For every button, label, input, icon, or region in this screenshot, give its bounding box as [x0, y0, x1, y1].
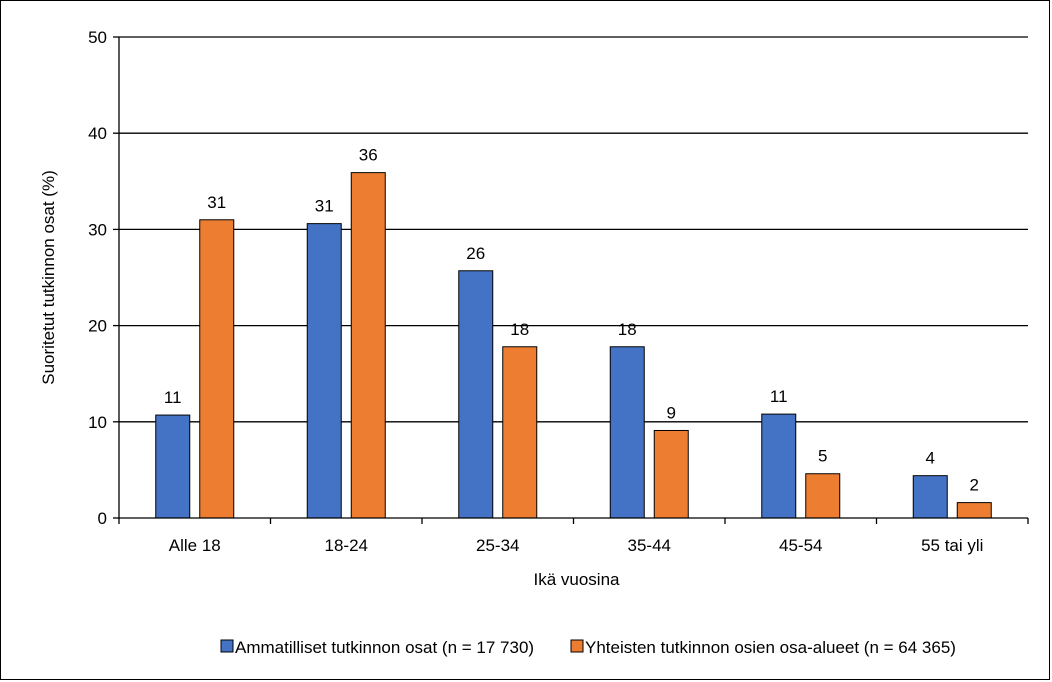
x-tick-label: Alle 18	[169, 536, 221, 555]
x-tick-label: 45-54	[779, 536, 822, 555]
bar	[609, 346, 645, 519]
y-tick-label: 10	[88, 413, 107, 432]
legend: Ammatilliset tutkinnon osat (n = 17 730)…	[220, 638, 956, 657]
y-tick-label: 20	[88, 317, 107, 336]
bar	[458, 270, 494, 519]
y-tick-label: 40	[88, 124, 107, 143]
bars	[155, 172, 992, 519]
x-tick-label: 35-44	[628, 536, 671, 555]
bar-data-label: 9	[667, 403, 676, 422]
x-axis-title: Ikä vuosina	[534, 570, 621, 589]
x-tick-label: 25-34	[476, 536, 519, 555]
y-tick-label: 0	[98, 509, 107, 528]
x-tick-label: 55 tai yli	[921, 536, 983, 555]
bar	[653, 429, 689, 519]
legend-label: Ammatilliset tutkinnon osat (n = 17 730)	[235, 638, 534, 657]
bar	[912, 475, 948, 519]
bar-data-label: 31	[315, 197, 334, 216]
bar	[805, 473, 841, 519]
y-axis-title: Suoritetut tutkinnon osat (%)	[39, 170, 58, 385]
bar-data-label: 36	[359, 146, 378, 165]
bar	[956, 502, 992, 519]
bar-data-label: 2	[970, 476, 979, 495]
bar	[155, 414, 191, 519]
y-tick-label: 50	[88, 28, 107, 47]
legend-swatch	[570, 639, 584, 653]
bar-data-label: 5	[818, 447, 827, 466]
bar	[199, 219, 235, 519]
bar	[502, 346, 538, 519]
bar	[306, 223, 342, 519]
y-axis-ticks: 0 10 20 30 40 50	[88, 28, 119, 528]
bar	[761, 413, 797, 519]
legend-swatch	[220, 639, 234, 653]
bar-data-label: 18	[510, 320, 529, 339]
bar-data-label: 4	[926, 449, 935, 468]
bar-data-label: 31	[207, 193, 226, 212]
x-axis-ticks: Alle 18 18-24 25-34 35-44 45-54 55 tai yli	[118, 518, 1029, 555]
bar-data-label: 26	[466, 244, 485, 263]
bar-data-labels: 11 31 31 36 26 18 18 9 11 5 4 2	[164, 146, 979, 495]
gridlines	[119, 36, 1028, 423]
x-tick-label: 18-24	[325, 536, 368, 555]
y-tick-label: 30	[88, 220, 107, 239]
bar-data-label: 11	[770, 387, 788, 406]
legend-label: Yhteisten tutkinnon osien osa-alueet (n …	[585, 638, 956, 657]
bar-data-label: 18	[618, 320, 637, 339]
bar-data-label: 11	[164, 388, 182, 407]
bar	[350, 172, 386, 519]
